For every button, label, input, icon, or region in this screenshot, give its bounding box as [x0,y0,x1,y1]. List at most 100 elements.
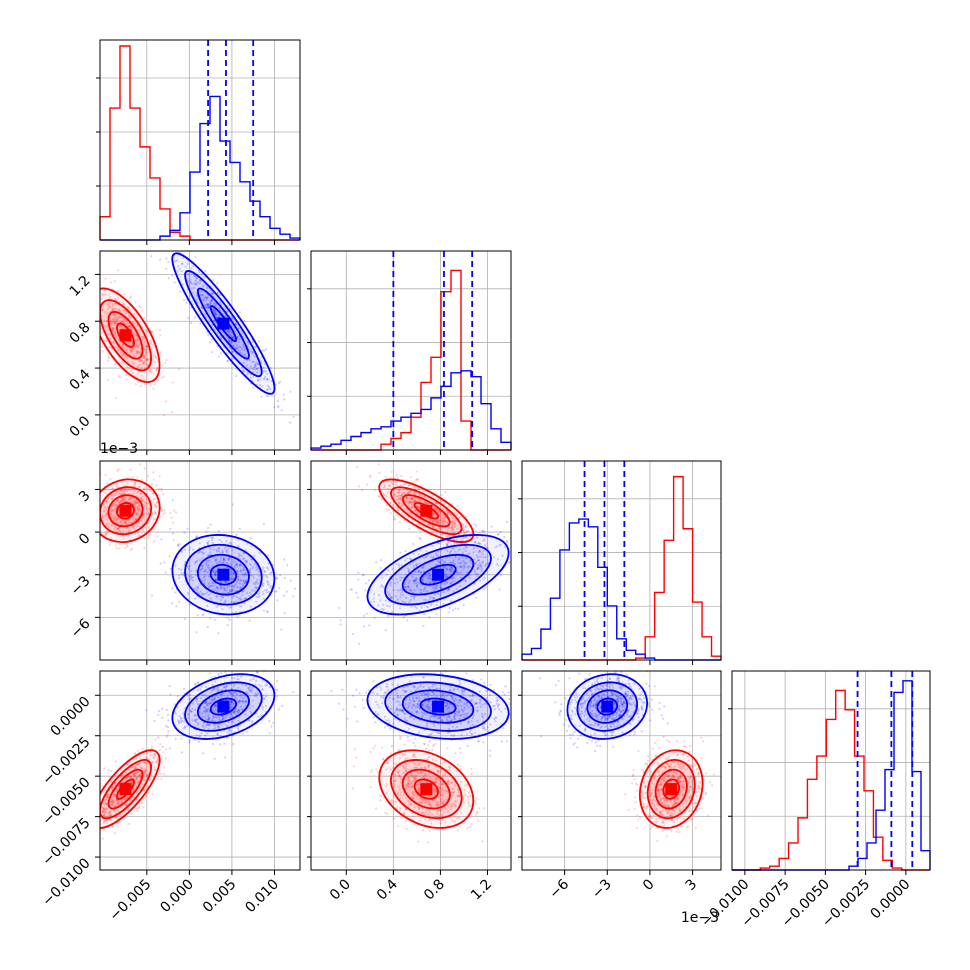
blue-sample [178,722,181,725]
blue-sample [209,617,212,620]
blue-sample [255,568,258,572]
red-sample [414,479,418,482]
red-sample [116,319,120,322]
red-sample [104,819,107,823]
blue-sample [163,561,166,564]
red-sample [129,295,132,298]
blue-sample [406,619,409,622]
red-sample [394,483,397,486]
histogram-panel [518,460,722,661]
blue-sample [483,537,486,541]
blue-sample [246,359,249,362]
blue-sample [339,619,342,622]
red-sample [108,811,111,814]
red-sample [134,383,137,386]
blue-density-peak [432,568,445,581]
blue-sample [160,707,164,710]
blue-sample [242,343,245,346]
red-sample [385,783,388,786]
blue-sample [223,729,226,733]
red-sample [103,812,106,815]
blue-sample [497,533,500,536]
blue-sample [222,558,225,561]
blue-sample [250,589,253,592]
blue-sample [262,694,265,697]
red-sample [110,504,113,507]
blue-sample [178,574,181,577]
blue-sample [251,721,254,724]
red-sample [83,528,85,530]
blue-sample [204,700,208,704]
blue-sample [413,589,416,592]
blue-sample [193,562,196,565]
blue-sample [179,245,181,247]
blue-sample [239,586,242,589]
blue-sample [174,245,176,247]
blue-sample [203,715,206,718]
red-sample [418,499,421,502]
blue-sample [196,721,200,725]
red-sample [115,491,119,494]
red-sample [447,505,450,508]
red-sample [409,501,412,504]
blue-sample [418,588,421,591]
blue-sample [399,593,402,596]
red-sample [446,521,449,525]
blue-sample [169,527,172,530]
red-sample [122,519,125,522]
blue-sample [217,716,220,719]
blue-sample [186,565,189,568]
blue-sample [263,377,266,380]
blue-sample [407,582,410,585]
red-sample [105,815,108,818]
red-sample [116,482,119,485]
red-sample [170,411,173,414]
blue-sample [414,570,417,574]
red-sample [110,524,113,527]
red-sample [134,333,138,336]
blue-sample [178,600,181,603]
red-sample [388,485,392,488]
blue-sample [202,284,205,287]
red-sample [104,810,107,813]
red-sample [415,478,419,481]
blue-sample [419,591,422,595]
red-sample [156,759,159,762]
red-sample [126,808,129,811]
blue-sample [269,686,272,689]
blue-sample [386,590,389,594]
blue-sample [208,724,211,727]
red-sample [128,317,131,320]
red-sample [164,511,167,514]
blue-sample [444,576,448,579]
blue-sample [180,270,183,273]
red-sample [107,793,110,796]
blue-sample [222,561,225,564]
red-sample [162,766,165,769]
red-sample [123,318,127,321]
blue-sample [511,537,513,539]
red-sample [129,324,132,327]
blue-sample [391,611,394,614]
blue-sample [517,556,519,558]
red-sample [113,795,116,798]
red-sample [417,506,420,509]
blue-sample [227,558,230,561]
blue-sample [499,573,503,577]
blue-sample [399,551,402,554]
red-sample [80,506,82,508]
blue-sample [439,586,443,590]
red-sample [115,307,118,310]
blue-sample [220,696,223,699]
red-sample [164,757,167,760]
blue-sample [232,691,235,694]
red-sample [117,375,120,378]
blue-sample [215,688,218,691]
blue-sample [214,708,217,711]
blue-sample [238,711,241,714]
red-sample [103,828,106,831]
blue-sample [404,559,407,562]
red-sample [152,498,155,501]
red-sample [403,491,407,495]
red-sample [155,368,159,371]
